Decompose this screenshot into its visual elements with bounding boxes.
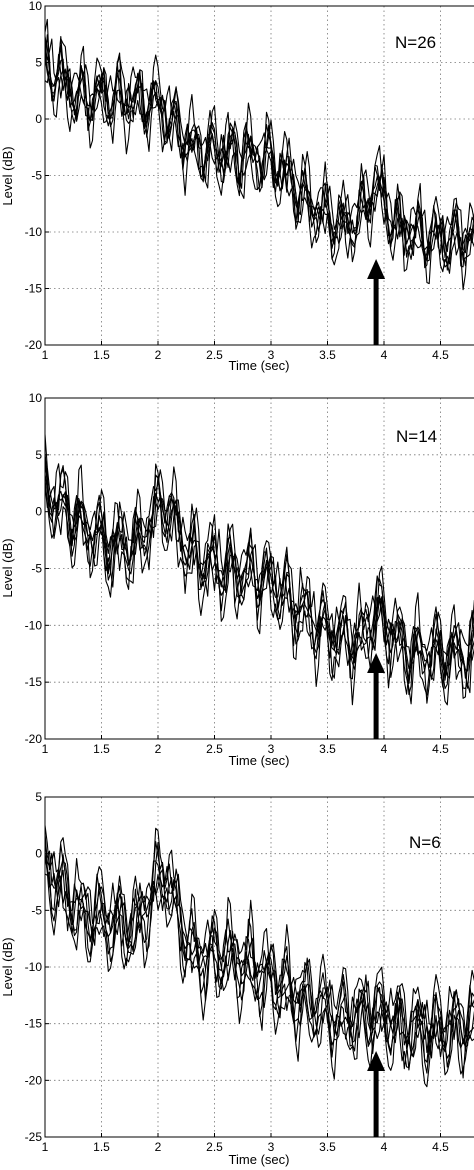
panel-2-annotation: N=14 (396, 427, 437, 446)
panel-1-yticks: 10 5 0 -5 -10 -15 -20 (25, 0, 49, 352)
x-tick-label: 1 (42, 1140, 49, 1154)
panel-3-series (45, 825, 474, 1088)
panel-3-xticks: 1 1.5 2 2.5 3 3.5 4 4.5 (42, 1133, 449, 1154)
series-line-6 (45, 460, 474, 684)
panel-1-arrow (367, 259, 386, 345)
arrow-head (367, 653, 386, 673)
y-tick-label: 0 (35, 112, 42, 126)
panel-2-ylabel: Level (dB) (0, 538, 15, 597)
panel-2: 10 5 0 -5 -10 -15 -20 1 1.5 2 2.5 3 3.5 4 4.5 N=14 Ti… (0, 391, 474, 768)
y-tick-label: -15 (25, 282, 43, 296)
x-tick-label: 2 (155, 1140, 162, 1154)
x-tick-label: 2.5 (206, 1140, 223, 1154)
panel-3-xlabel: Time (sec) (229, 1152, 290, 1167)
y-tick-label: -25 (25, 1130, 43, 1144)
x-tick-label: 1 (42, 742, 49, 756)
x-tick-label: 3 (268, 742, 275, 756)
y-tick-label: 0 (35, 505, 42, 519)
y-tick-label: 10 (29, 0, 43, 13)
panel-1-xlabel: Time (sec) (229, 358, 290, 373)
y-tick-label: -5 (31, 169, 42, 183)
y-tick-label: -10 (25, 960, 43, 974)
arrow-head (367, 1051, 386, 1071)
panel-3-ylabel: Level (dB) (0, 937, 15, 996)
y-tick-label: 5 (35, 790, 42, 804)
y-tick-label: -15 (25, 1017, 43, 1031)
x-tick-label: 4 (381, 742, 388, 756)
panel-3-annotation: N=6 (409, 833, 441, 852)
arrow-head (367, 259, 386, 279)
series-line-3 (45, 869, 474, 1079)
x-tick-label: 3.5 (319, 742, 336, 756)
panel-2-xticks: 1 1.5 2 2.5 3 3.5 4 4.5 (42, 735, 449, 756)
y-tick-label: -5 (31, 903, 42, 917)
series-line-7 (45, 836, 474, 1063)
series-line-5 (45, 68, 474, 291)
x-tick-label: 4.5 (432, 348, 449, 362)
x-tick-label: 1.5 (93, 348, 110, 362)
series-line-5 (45, 478, 474, 706)
x-tick-label: 2 (155, 742, 162, 756)
series-line-7 (45, 473, 474, 696)
x-tick-label: 3 (268, 1140, 275, 1154)
y-tick-label: -10 (25, 225, 43, 239)
x-tick-label: 3.5 (319, 348, 336, 362)
series-line-4 (45, 434, 474, 664)
panel-1-annotation: N=26 (395, 33, 436, 52)
series-line-6 (45, 850, 474, 1053)
panel-3: 5 0 -5 -10 -15 -20 -25 1 1.5 2 2.5 3 3.5 4 4.5 N=6 Ti… (0, 790, 474, 1167)
y-tick-label: 10 (29, 391, 43, 405)
series-line-4 (45, 38, 474, 256)
y-tick-label: 0 (35, 847, 42, 861)
series-line-1 (45, 453, 474, 681)
y-tick-label: 5 (35, 448, 42, 462)
y-tick-label: -20 (25, 732, 43, 746)
x-tick-label: 1.5 (93, 1140, 110, 1154)
x-tick-label: 2.5 (206, 348, 223, 362)
panel-2-yticks: 10 5 0 -5 -10 -15 -20 (25, 391, 49, 746)
x-tick-label: 4 (381, 1140, 388, 1154)
panel-2-xlabel: Time (sec) (229, 753, 290, 768)
x-tick-label: 2.5 (206, 742, 223, 756)
x-tick-label: 1 (42, 348, 49, 362)
panel-1: 10 5 0 -5 -10 -15 -20 1 1.5 2 2.5 3 3.5 4 4.5 N=26 Ti… (0, 0, 474, 373)
series-line-7 (45, 35, 474, 267)
x-tick-label: 3.5 (319, 1140, 336, 1154)
x-tick-label: 4 (381, 348, 388, 362)
x-tick-label: 4.5 (432, 742, 449, 756)
panel-1-series (45, 18, 474, 291)
panel-2-series (45, 434, 474, 706)
x-tick-label: 1.5 (93, 742, 110, 756)
panel-3-yticks: 5 0 -5 -10 -15 -20 -25 (25, 790, 49, 1144)
panel-2-arrow (367, 653, 386, 739)
y-tick-label: -15 (25, 675, 43, 689)
y-tick-label: -20 (25, 338, 43, 352)
panel-3-arrow (367, 1051, 386, 1137)
x-tick-label: 3 (268, 348, 275, 362)
x-tick-label: 2 (155, 348, 162, 362)
x-tick-label: 4.5 (432, 1140, 449, 1154)
y-tick-label: -20 (25, 1073, 43, 1087)
y-tick-label: -10 (25, 618, 43, 632)
panel-1-xticks: 1 1.5 2 2.5 3 3.5 4 4.5 (42, 341, 449, 362)
panel-1-grid (45, 6, 474, 345)
y-tick-label: -5 (31, 562, 42, 576)
panel-1-ylabel: Level (dB) (0, 146, 15, 205)
y-tick-label: 5 (35, 56, 42, 70)
